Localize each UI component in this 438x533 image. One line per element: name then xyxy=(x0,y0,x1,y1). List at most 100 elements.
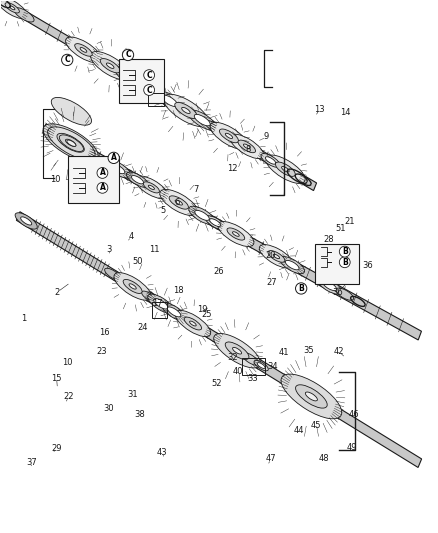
Text: 34: 34 xyxy=(267,362,278,371)
Ellipse shape xyxy=(265,155,305,183)
Text: C: C xyxy=(125,51,131,60)
Text: C: C xyxy=(64,55,70,64)
Ellipse shape xyxy=(280,256,304,273)
Text: 5: 5 xyxy=(160,206,166,215)
Ellipse shape xyxy=(282,166,289,172)
Ellipse shape xyxy=(261,154,280,167)
Ellipse shape xyxy=(227,228,245,240)
Ellipse shape xyxy=(14,7,34,22)
Ellipse shape xyxy=(273,254,279,259)
Ellipse shape xyxy=(233,232,239,236)
Ellipse shape xyxy=(189,206,215,224)
Text: 50: 50 xyxy=(133,257,143,265)
Ellipse shape xyxy=(242,352,259,365)
Ellipse shape xyxy=(127,172,148,187)
Bar xyxy=(243,358,265,375)
Ellipse shape xyxy=(230,134,264,158)
Ellipse shape xyxy=(323,281,336,290)
Ellipse shape xyxy=(59,135,84,151)
Ellipse shape xyxy=(80,47,87,52)
Text: 24: 24 xyxy=(138,323,148,332)
Text: A: A xyxy=(99,183,106,192)
Text: 38: 38 xyxy=(134,410,145,419)
Text: 12: 12 xyxy=(227,164,237,173)
Ellipse shape xyxy=(129,284,136,289)
Ellipse shape xyxy=(244,144,250,149)
Ellipse shape xyxy=(257,362,265,368)
Ellipse shape xyxy=(205,120,222,133)
Ellipse shape xyxy=(296,385,327,408)
Bar xyxy=(152,302,167,318)
Ellipse shape xyxy=(143,182,159,193)
Ellipse shape xyxy=(214,334,261,368)
Text: 22: 22 xyxy=(63,392,74,401)
Ellipse shape xyxy=(268,251,285,262)
Text: 7: 7 xyxy=(194,185,199,194)
Ellipse shape xyxy=(184,317,201,330)
Text: 25: 25 xyxy=(201,310,212,319)
Polygon shape xyxy=(43,124,421,340)
Text: 49: 49 xyxy=(347,443,357,452)
Ellipse shape xyxy=(75,44,92,56)
Ellipse shape xyxy=(115,67,141,86)
Text: B: B xyxy=(342,258,348,266)
Text: C: C xyxy=(146,70,152,79)
Ellipse shape xyxy=(148,87,164,99)
Ellipse shape xyxy=(167,307,181,317)
Ellipse shape xyxy=(175,200,183,205)
Text: A: A xyxy=(99,168,106,177)
Ellipse shape xyxy=(285,261,299,270)
Ellipse shape xyxy=(163,94,208,127)
Ellipse shape xyxy=(21,217,32,225)
Ellipse shape xyxy=(48,127,95,159)
Text: 33: 33 xyxy=(247,374,258,383)
Ellipse shape xyxy=(65,139,76,147)
Text: 21: 21 xyxy=(345,217,355,226)
Ellipse shape xyxy=(254,360,268,371)
Ellipse shape xyxy=(105,268,120,280)
Ellipse shape xyxy=(110,164,125,174)
Ellipse shape xyxy=(233,348,242,354)
Ellipse shape xyxy=(43,124,98,162)
Text: 37: 37 xyxy=(27,458,38,466)
Text: 10: 10 xyxy=(50,175,70,184)
Ellipse shape xyxy=(121,71,135,82)
Ellipse shape xyxy=(131,175,144,184)
Ellipse shape xyxy=(318,278,342,294)
Text: 3: 3 xyxy=(106,245,112,254)
Text: 32: 32 xyxy=(228,353,238,362)
Text: 44: 44 xyxy=(293,426,304,435)
Ellipse shape xyxy=(265,157,276,164)
Text: 43: 43 xyxy=(157,448,168,457)
Ellipse shape xyxy=(162,303,186,321)
Text: 8: 8 xyxy=(246,145,251,154)
Text: 48: 48 xyxy=(318,455,329,463)
Ellipse shape xyxy=(162,95,177,107)
Ellipse shape xyxy=(225,342,249,359)
Ellipse shape xyxy=(104,159,131,178)
Ellipse shape xyxy=(205,216,225,230)
Ellipse shape xyxy=(10,6,15,10)
Ellipse shape xyxy=(160,189,198,215)
Ellipse shape xyxy=(209,219,221,227)
Polygon shape xyxy=(16,212,422,467)
Ellipse shape xyxy=(148,185,155,189)
Ellipse shape xyxy=(219,129,239,143)
Bar xyxy=(119,59,164,103)
Bar xyxy=(68,156,119,203)
Text: C: C xyxy=(146,85,152,94)
Ellipse shape xyxy=(182,108,190,114)
Ellipse shape xyxy=(91,52,130,80)
Text: 42: 42 xyxy=(334,347,344,356)
Ellipse shape xyxy=(51,98,92,125)
Text: 51: 51 xyxy=(335,224,346,233)
Text: 28: 28 xyxy=(324,236,334,245)
Ellipse shape xyxy=(336,288,353,300)
Ellipse shape xyxy=(169,196,188,209)
Text: 18: 18 xyxy=(173,286,184,295)
Ellipse shape xyxy=(305,392,318,401)
Text: 46: 46 xyxy=(348,410,359,419)
Ellipse shape xyxy=(175,310,211,337)
Text: 9: 9 xyxy=(264,132,269,141)
Bar xyxy=(315,244,359,284)
